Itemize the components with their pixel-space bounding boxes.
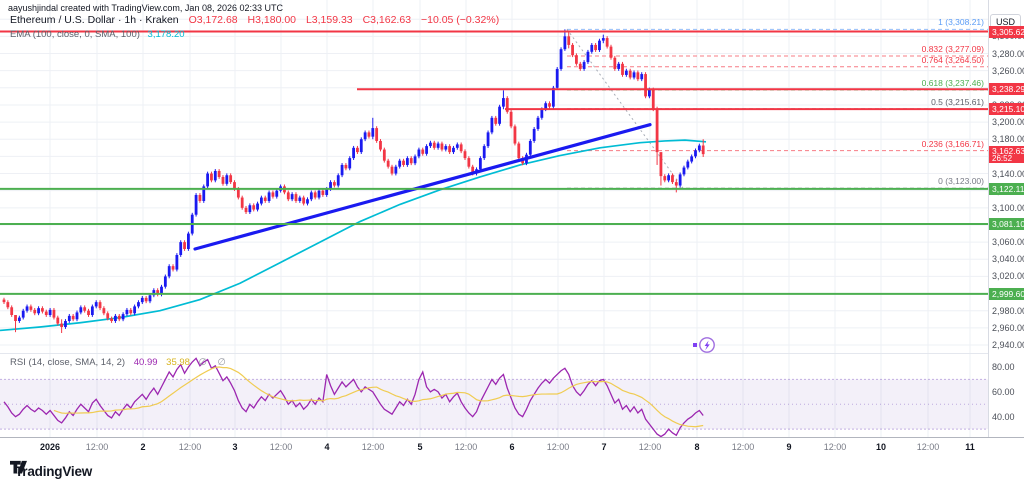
- time-tick: 12:00: [361, 442, 385, 452]
- time-tick: 4: [324, 442, 330, 452]
- rsi-line[interactable]: [3, 357, 704, 437]
- time-tick: 12:00: [178, 442, 202, 452]
- ohlc-open: O3,172.68: [188, 14, 238, 26]
- price-tick: 3,040.00: [992, 254, 1024, 265]
- rsi-ma-line: [53, 366, 704, 428]
- rsi-tick: 60.00: [992, 386, 1015, 397]
- time-tick: 12:00: [269, 442, 293, 452]
- fib-label: 0 (3,123.00): [938, 176, 984, 187]
- price-tick: 3,180.00: [992, 134, 1024, 145]
- time-axis[interactable]: 2026 12:00 2 12:00 3 12:00 4 12:00 5 12:00 6 12:00 7…: [0, 438, 988, 455]
- ema-label[interactable]: EMA (100, close, 0, SMA, 100): [10, 29, 140, 40]
- rsi-ma-value: 35.98: [166, 357, 190, 368]
- time-tick: 3: [232, 442, 238, 452]
- fib-label: 0.618 (3,237.46): [921, 77, 984, 88]
- price-tick: 3,060.00: [992, 237, 1024, 248]
- time-tick: 9: [786, 442, 792, 452]
- candlesticks: [2, 29, 705, 334]
- time-tick: 12:00: [454, 442, 478, 452]
- ema-legend[interactable]: EMA (100, close, 0, SMA, 100) 3,178.20: [10, 29, 185, 40]
- level-lines[interactable]: [0, 30, 988, 295]
- price-chart[interactable]: [0, 0, 988, 437]
- tradingview-logo-text: TradingView: [15, 463, 93, 479]
- price-label-last: 3,162.63 26:52: [988, 145, 1024, 164]
- ohlc-close: C3,162.63: [362, 14, 412, 26]
- time-tick: 12:00: [85, 442, 109, 452]
- symbol-title[interactable]: Ethereum / U.S. Dollar · 1h · Kraken: [10, 14, 179, 26]
- price-label-resistance: 3,305.62: [988, 25, 1024, 38]
- price-tick: 2,980.00: [992, 305, 1024, 316]
- price-label-support: 3,081.10: [988, 218, 1024, 231]
- price-tick: 2,960.00: [992, 322, 1024, 333]
- price-label-support: 3,122.11: [988, 182, 1024, 195]
- price-tick: 3,200.00: [992, 117, 1024, 128]
- price-tick: 3,140.00: [992, 168, 1024, 179]
- ema-line[interactable]: [0, 139, 707, 332]
- countdown: 26:52: [992, 154, 1013, 164]
- time-axis-divider: [0, 437, 1024, 438]
- price-tick: 3,020.00: [992, 271, 1024, 282]
- time-tick: 12:00: [638, 442, 662, 452]
- price-tick: 3,280.00: [992, 48, 1024, 59]
- time-tick: 6: [509, 442, 515, 452]
- ohlc-high: H3,180.00: [247, 14, 297, 26]
- price-axis[interactable]: USD 3,300.003,280.003,260.003,240.003,22…: [988, 0, 1024, 437]
- ohlc-low: L3,159.33: [305, 14, 353, 26]
- fib-label: 0.5 (3,215.61): [931, 96, 984, 107]
- time-tick: 12:00: [823, 442, 847, 452]
- symbol-legend[interactable]: Ethereum / U.S. Dollar · 1h · Kraken O3,…: [10, 14, 499, 26]
- rsi-empty-values: ∅ ∅: [198, 357, 230, 368]
- time-tick: 12:00: [546, 442, 570, 452]
- time-tick: 5: [417, 442, 423, 452]
- rsi-label[interactable]: RSI (14, close, SMA, 14, 2): [10, 357, 126, 368]
- fib-label: 0.832 (3,277.09): [921, 43, 984, 54]
- tradingview-logo[interactable]: TradingView: [10, 460, 92, 482]
- price-tick: 3,260.00: [992, 65, 1024, 76]
- ohlc-change: −10.05 (−0.32%): [420, 14, 500, 26]
- flash-sticker-icon[interactable]: [690, 334, 720, 358]
- time-tick: 10: [875, 442, 887, 452]
- fib-label: 0.236 (3,166.71): [921, 138, 984, 149]
- price-label-resistance: 3,238.29: [988, 83, 1024, 96]
- price-tick: 2,940.00: [992, 340, 1024, 351]
- rsi-tick: 80.00: [992, 362, 1015, 372]
- rsi-value: 40.99: [133, 357, 158, 368]
- rsi-tick: 40.00: [992, 411, 1015, 422]
- fib-label: 0.764 (3,264.50): [921, 54, 984, 65]
- time-tick: 11: [965, 442, 975, 452]
- pane-divider[interactable]: [0, 353, 988, 354]
- rsi-band: [0, 378, 988, 430]
- price-tick: 3,100.00: [992, 202, 1024, 213]
- time-tick: 12:00: [731, 442, 755, 452]
- time-tick: 12:00: [916, 442, 940, 452]
- time-tick: 2026: [39, 442, 61, 452]
- price-label-support: 2,999.60: [988, 287, 1024, 300]
- watermark: aayushjindal created with TradingView.co…: [8, 3, 283, 13]
- rsi-legend[interactable]: RSI (14, close, SMA, 14, 2) 40.99 35.98 …: [10, 357, 230, 368]
- price-label-resistance: 3,215.10: [988, 103, 1024, 116]
- tradingview-logo-icon: [10, 460, 27, 474]
- fib-label: 1 (3,308.21): [938, 17, 984, 28]
- time-tick: 7: [601, 442, 607, 452]
- time-tick: 2: [140, 442, 146, 452]
- ema-value: 3,178.20: [147, 29, 185, 40]
- grid-layer: [0, 0, 988, 437]
- time-tick: 8: [694, 442, 700, 452]
- price-axis-divider: [988, 0, 989, 437]
- trendline[interactable]: [193, 123, 652, 251]
